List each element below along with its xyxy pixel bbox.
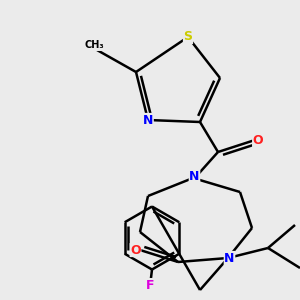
Text: F: F [146,279,155,292]
Text: N: N [143,113,153,127]
Text: N: N [189,170,200,183]
Text: CH₃: CH₃ [84,40,104,50]
Text: S: S [184,31,193,44]
Text: N: N [224,251,235,265]
Text: O: O [253,134,263,146]
Text: O: O [130,244,141,256]
